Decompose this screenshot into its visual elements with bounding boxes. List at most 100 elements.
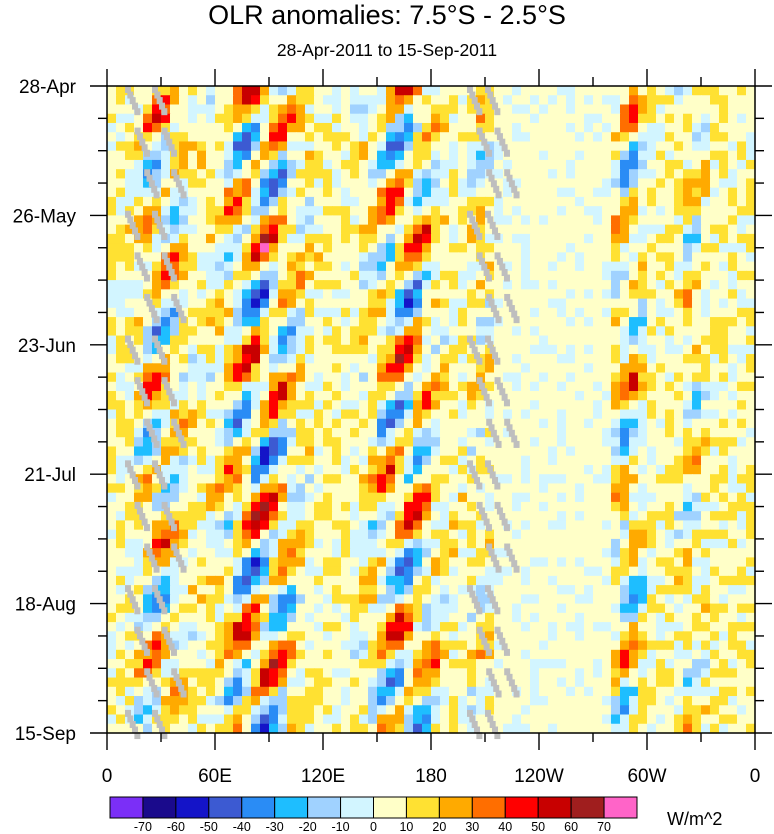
field-cell [413, 317, 423, 327]
field-cell [278, 289, 288, 300]
field-cell [350, 233, 360, 244]
field-cell [233, 464, 243, 475]
field-cell [431, 612, 441, 623]
field-cell [728, 622, 738, 632]
field-cell [566, 187, 576, 198]
field-cell [314, 631, 324, 642]
field-cell [107, 696, 117, 706]
field-cell [107, 511, 117, 522]
field-cell [611, 317, 621, 327]
field-cell [269, 400, 279, 411]
field-cell [629, 668, 639, 679]
field-cell [386, 705, 396, 716]
field-cell [161, 538, 171, 549]
field-cell [701, 418, 711, 429]
field-cell [206, 446, 216, 457]
field-cell [323, 280, 333, 290]
field-cell [359, 501, 369, 512]
field-cell [269, 372, 279, 383]
field-cell [233, 178, 243, 189]
field-cell [359, 224, 369, 235]
field-cell [548, 483, 558, 494]
field-cell [665, 409, 675, 420]
field-cell [296, 280, 306, 290]
field-cell [503, 335, 513, 346]
field-cell [440, 178, 450, 189]
field-cell [107, 723, 117, 734]
field-cell [314, 622, 324, 632]
field-cell [584, 243, 594, 253]
field-cell [404, 270, 414, 281]
field-cell [566, 659, 576, 669]
field-cell [602, 400, 612, 411]
field-cell [512, 548, 522, 558]
field-cell [566, 280, 576, 290]
field-cell [143, 363, 153, 374]
field-cell [629, 159, 639, 170]
field-cell [386, 446, 396, 457]
field-cell [530, 317, 540, 327]
field-cell [323, 317, 333, 327]
field-cell [341, 159, 351, 170]
field-cell [251, 714, 261, 725]
field-cell [602, 474, 612, 485]
field-cell [737, 270, 747, 281]
field-cell [638, 289, 648, 300]
field-cell [638, 252, 648, 263]
field-cell [350, 372, 360, 383]
field-cell [674, 474, 684, 485]
field-cell [620, 446, 630, 457]
field-cell [521, 178, 531, 189]
field-cell [467, 400, 477, 411]
field-cell [674, 326, 684, 337]
field-cell [332, 529, 342, 540]
field-cell [395, 326, 405, 337]
field-cell [296, 529, 306, 540]
field-cell [530, 548, 540, 558]
field-cell [710, 196, 720, 207]
field-cell [107, 612, 117, 623]
field-cell [287, 538, 297, 549]
field-cell [395, 446, 405, 457]
field-cell [701, 122, 711, 133]
field-cell [269, 548, 279, 558]
field-cell [674, 141, 684, 152]
field-cell [314, 538, 324, 549]
field-cell [323, 307, 333, 318]
field-cell [710, 603, 720, 614]
field-cell [350, 585, 360, 595]
field-cell [620, 187, 630, 198]
field-cell [278, 391, 288, 401]
field-cell [341, 427, 351, 438]
field-cell [269, 409, 279, 420]
field-cell [314, 492, 324, 503]
field-cell [737, 95, 747, 106]
field-cell [521, 631, 531, 642]
field-cell [458, 113, 468, 124]
field-cell [512, 640, 522, 651]
field-cell [260, 501, 270, 512]
field-cell [404, 474, 414, 485]
field-cell [719, 603, 729, 614]
field-cell [710, 270, 720, 281]
field-cell [170, 464, 180, 475]
field-cell [494, 409, 504, 420]
field-cell [368, 464, 378, 475]
field-cell [188, 418, 198, 429]
field-cell [368, 455, 378, 466]
field-cell [494, 640, 504, 651]
field-cell [224, 178, 234, 189]
field-cell [629, 86, 639, 96]
field-cell [602, 501, 612, 512]
field-cell [341, 714, 351, 725]
field-cell [728, 400, 738, 411]
field-cell [575, 317, 585, 327]
field-cell [116, 335, 126, 346]
field-cell [386, 557, 396, 568]
field-cell [467, 520, 477, 531]
field-cell [233, 317, 243, 327]
field-cell [467, 261, 477, 272]
field-cell [278, 446, 288, 457]
field-cell [719, 141, 729, 152]
field-cell [341, 132, 351, 143]
